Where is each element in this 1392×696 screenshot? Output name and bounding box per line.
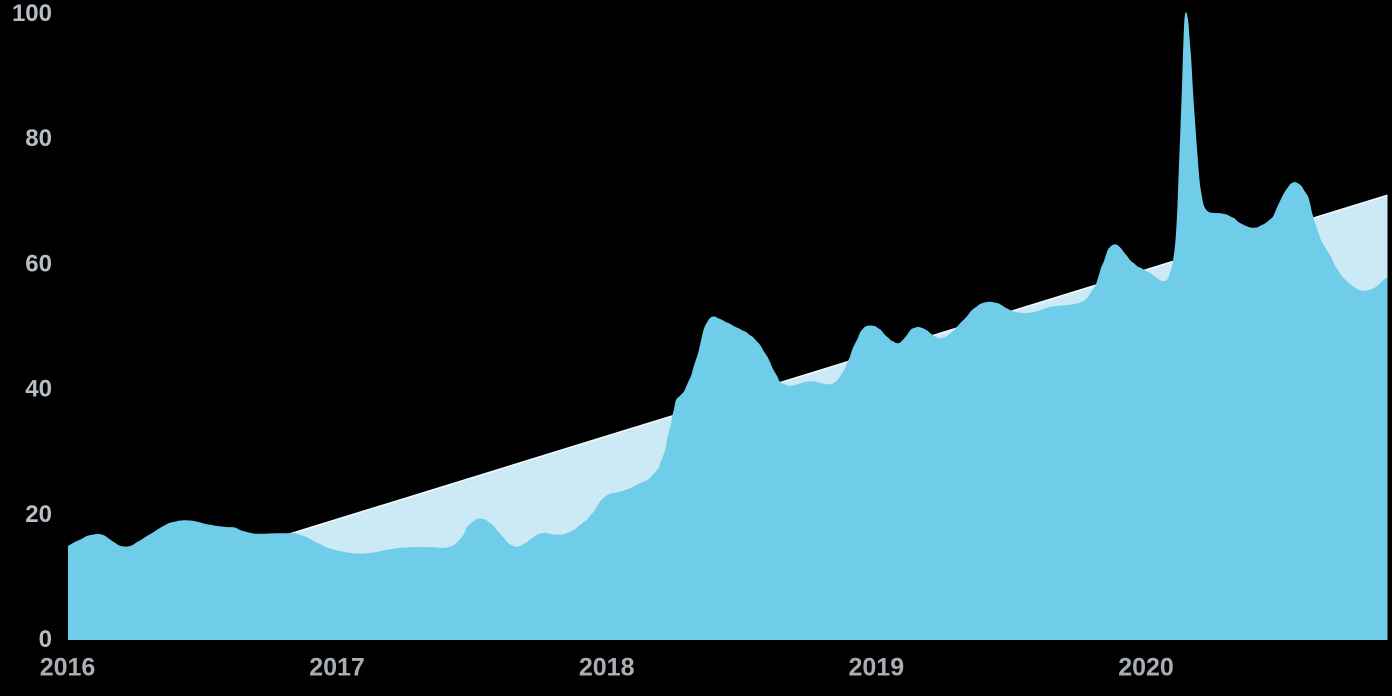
svg-text:2018: 2018 (579, 654, 635, 682)
svg-text:80: 80 (25, 125, 52, 152)
svg-text:0: 0 (39, 626, 52, 653)
svg-text:40: 40 (25, 376, 52, 403)
svg-text:60: 60 (25, 250, 52, 277)
svg-text:20: 20 (25, 501, 52, 528)
svg-text:2020: 2020 (1118, 654, 1174, 682)
svg-text:2016: 2016 (40, 654, 96, 682)
svg-text:2017: 2017 (309, 654, 365, 682)
svg-text:2019: 2019 (848, 654, 904, 682)
svg-text:100: 100 (12, 0, 52, 27)
